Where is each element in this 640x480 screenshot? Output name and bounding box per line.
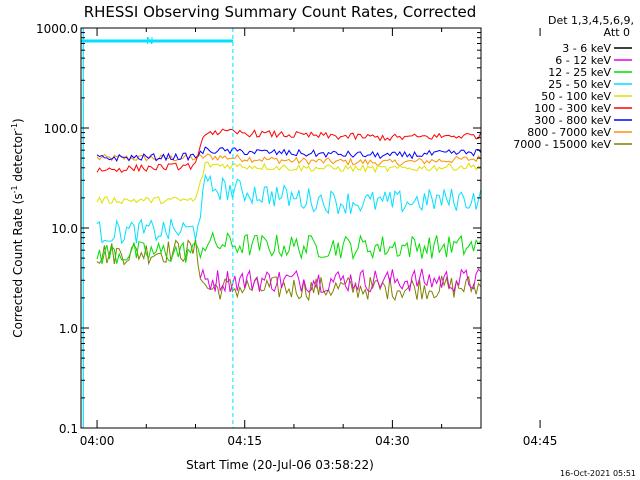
chart-title: RHESSI Observing Summary Count Rates, Co… [84, 3, 477, 21]
legend-entry-label: 12 - 25 keV [548, 66, 611, 79]
x-tick-label: 04:30 [375, 434, 410, 448]
legend-header-line-1: Det 1,3,4,5,6,9, [548, 14, 634, 27]
legend-entry-label: 800 - 7000 keV [527, 126, 611, 139]
legend-entry-label: 6 - 12 keV [555, 54, 611, 67]
legend-entry-label: 3 - 6 keV [562, 42, 611, 55]
y-tick-label: 0.1 [59, 422, 78, 436]
series-line-50-100-kev [96, 161, 481, 205]
series-line-12-25-kev [96, 230, 481, 265]
series-line-300-800-kev [96, 146, 481, 163]
x-tick-label: 04:00 [80, 434, 115, 448]
series-line-100-300-kev [96, 128, 481, 174]
legend-entry-label: 100 - 300 keV [534, 102, 611, 115]
x-tick-label: 04:45 [523, 434, 558, 448]
series-layer [96, 128, 481, 302]
y-tick-label: 10.0 [51, 222, 78, 236]
series-line-7000-15000-kev [96, 239, 481, 302]
series-line-6-12-kev [199, 267, 481, 293]
axis-ticks: 0.1 1.0 10.0 100.0 1000.0 04:00 04:15 04:30 04:4… [36, 22, 558, 448]
legend-header-line-2: Att 0 [604, 26, 630, 39]
x-tick-label: 04:15 [227, 434, 262, 448]
legend-entry-label: 50 - 100 keV [541, 90, 611, 103]
night-annotation: N [146, 36, 153, 47]
legend-entry-label: 300 - 800 keV [534, 114, 611, 127]
timestamp: 16-Oct-2021 05:51 [560, 469, 636, 478]
series-line-800-7000-kev [96, 153, 481, 167]
legend-entry-label: 25 - 50 keV [548, 78, 611, 91]
y-tick-label: 1000.0 [36, 22, 78, 36]
y-axis-label: Corrected Count Rate (s-1 detector-1) [10, 118, 25, 337]
y-tick-label: 100.0 [44, 122, 78, 136]
x-axis-label: Start Time (20-Jul-06 03:58:22) [186, 458, 374, 472]
legend-entry-label: 7000 - 15000 keV [513, 138, 611, 151]
series-line-25-50-kev [96, 173, 481, 245]
y-tick-label: 1.0 [59, 322, 78, 336]
